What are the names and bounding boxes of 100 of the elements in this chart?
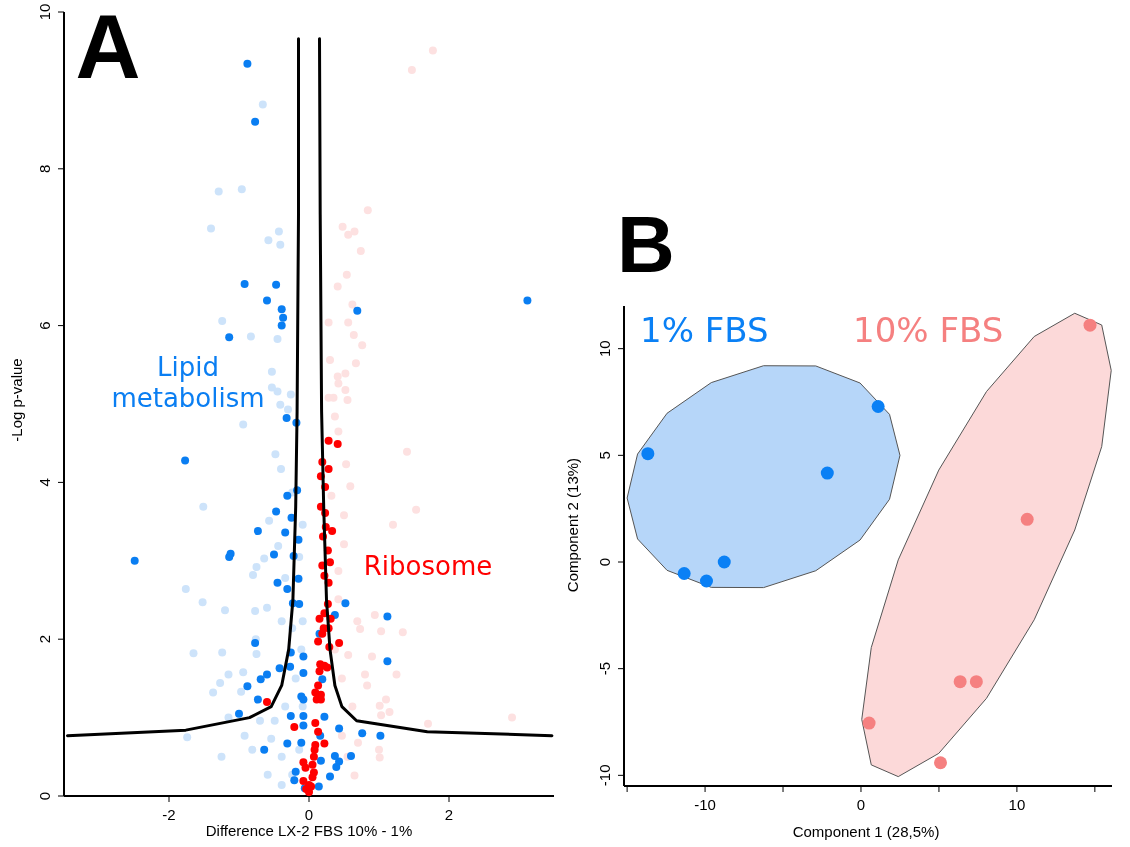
point xyxy=(314,681,323,690)
point xyxy=(377,627,386,636)
point xyxy=(335,639,344,648)
point xyxy=(871,399,885,413)
y-tick-label: 6 xyxy=(36,321,53,330)
point xyxy=(717,555,731,569)
point xyxy=(356,247,365,256)
point xyxy=(428,46,437,55)
point xyxy=(311,719,320,728)
point xyxy=(308,760,317,769)
point xyxy=(343,396,352,405)
point xyxy=(358,341,367,350)
point xyxy=(344,230,353,239)
point xyxy=(353,617,362,626)
text: B xyxy=(617,200,675,289)
point xyxy=(326,558,334,567)
point xyxy=(315,614,324,623)
point xyxy=(354,738,362,747)
y-tick-label: 10 xyxy=(596,340,613,358)
point xyxy=(315,667,324,676)
point xyxy=(392,670,401,679)
point xyxy=(326,356,334,365)
y-tick-label: 2 xyxy=(36,635,53,644)
point xyxy=(308,773,317,782)
point xyxy=(334,595,343,604)
point xyxy=(969,675,983,689)
y-axis-title: -Log p-value xyxy=(8,358,25,442)
point xyxy=(641,447,655,461)
point xyxy=(327,491,336,500)
point xyxy=(953,675,967,689)
point xyxy=(342,460,351,469)
point xyxy=(375,753,384,762)
point xyxy=(337,674,346,683)
point xyxy=(363,681,372,690)
point xyxy=(334,566,343,575)
point xyxy=(330,412,339,421)
y-axis-title: Component 2 (13%) xyxy=(564,457,581,593)
point xyxy=(334,379,343,388)
y-tick-label: 0 xyxy=(596,557,613,567)
point xyxy=(377,711,386,720)
point xyxy=(344,318,353,327)
point xyxy=(324,436,333,445)
point xyxy=(333,282,342,291)
point xyxy=(333,439,342,448)
point xyxy=(370,610,379,619)
y-tick-label: 4 xyxy=(36,478,53,487)
point xyxy=(350,227,359,236)
point xyxy=(341,385,350,394)
point xyxy=(356,625,365,634)
point xyxy=(349,331,358,340)
point xyxy=(375,701,384,710)
series-label: Ribosome xyxy=(363,551,493,581)
point xyxy=(341,369,350,378)
point xyxy=(310,745,319,754)
point xyxy=(348,300,357,309)
point xyxy=(338,222,347,231)
annotation: A xyxy=(75,0,141,97)
point xyxy=(699,574,713,588)
point xyxy=(820,466,834,480)
text: 10% FBS xyxy=(853,310,1004,350)
point xyxy=(314,727,323,736)
point xyxy=(334,427,343,436)
point xyxy=(324,465,333,474)
point xyxy=(348,702,357,711)
point xyxy=(368,652,376,661)
point xyxy=(340,511,348,520)
x-tick-label: 0 xyxy=(304,806,314,823)
point xyxy=(1020,512,1034,526)
point xyxy=(1083,318,1097,332)
point xyxy=(862,716,876,730)
point xyxy=(350,771,359,780)
point xyxy=(403,447,411,456)
point xyxy=(508,713,516,722)
point xyxy=(344,650,353,659)
point xyxy=(398,628,407,637)
point xyxy=(363,206,372,215)
text: 1% FBS xyxy=(640,310,769,350)
x-tick-label: -2 xyxy=(162,806,176,823)
point xyxy=(324,318,333,327)
series-label: Lipid metabolism xyxy=(111,352,265,414)
x-tick-label: 0 xyxy=(856,796,866,813)
y-tick-label: -10 xyxy=(596,764,613,787)
point xyxy=(299,777,308,786)
point xyxy=(934,756,947,770)
point xyxy=(424,719,432,728)
point xyxy=(361,670,369,679)
point xyxy=(263,697,271,706)
y-tick-label: 10 xyxy=(36,3,53,21)
point xyxy=(677,567,691,581)
point xyxy=(375,745,383,754)
point xyxy=(314,637,323,646)
point xyxy=(337,731,346,740)
x-tick-label: 10 xyxy=(1008,796,1026,813)
point xyxy=(351,359,360,368)
point xyxy=(301,763,310,772)
y-tick-label: -5 xyxy=(596,661,613,676)
point xyxy=(385,708,394,717)
point xyxy=(412,505,421,514)
y-tick-label: 5 xyxy=(596,451,613,460)
point xyxy=(333,372,342,381)
